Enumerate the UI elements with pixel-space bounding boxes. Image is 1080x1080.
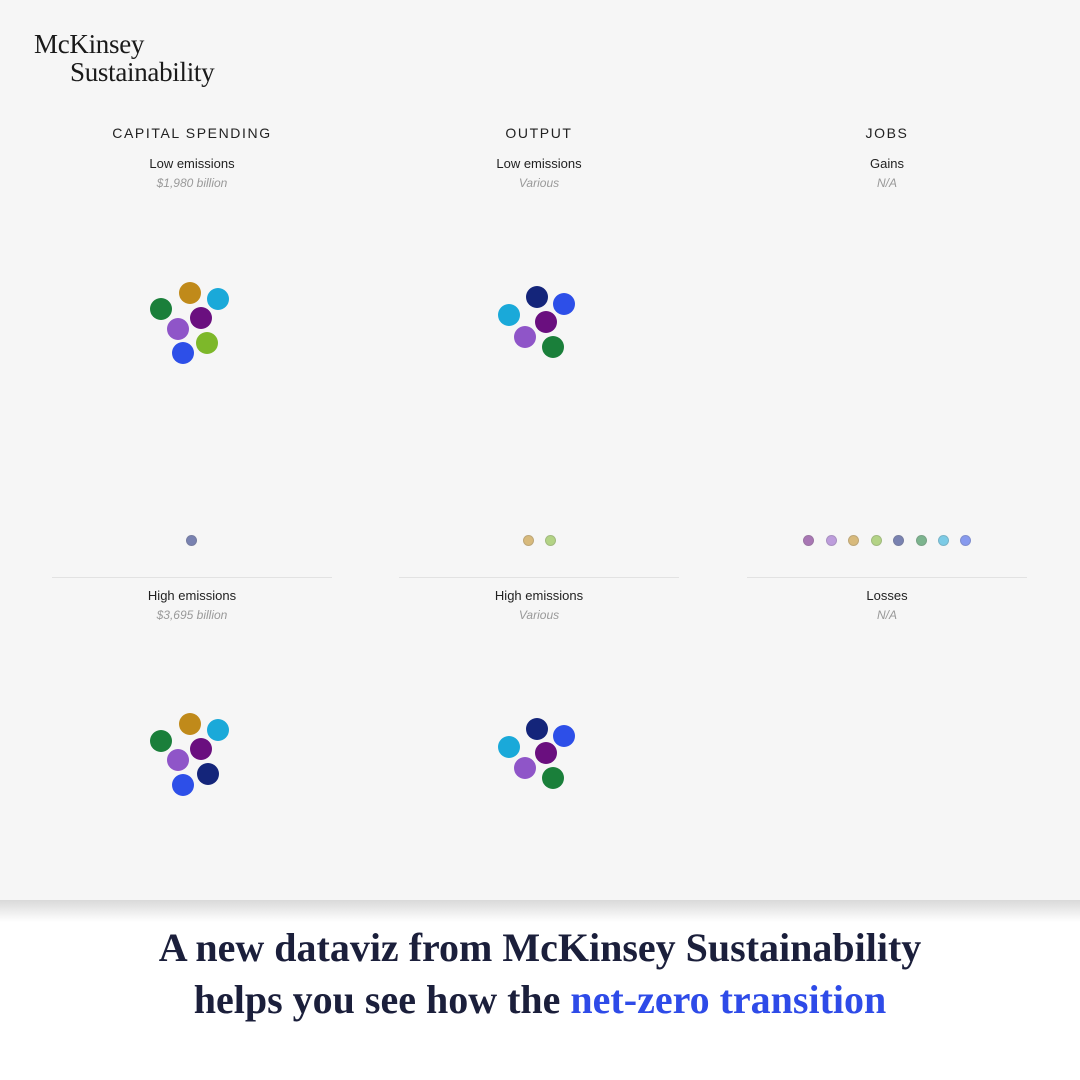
capital-low-bubble: [150, 298, 172, 320]
capital-low-bubble: [172, 342, 194, 364]
jobs-mini-dot: [959, 534, 971, 546]
capital-high-bubble: [190, 738, 212, 760]
brand-logo: McKinsey Sustainability: [34, 29, 215, 87]
capital-high-bubble: [179, 713, 201, 735]
jobs-mini-dot: [937, 534, 949, 546]
capital-spending-header: CAPITAL SPENDING: [112, 125, 272, 141]
capital-low-label: Low emissions: [149, 156, 235, 171]
capital-divider: [52, 577, 332, 578]
capital-low-bubble: [207, 288, 229, 310]
jobs-mini-dot: [847, 534, 859, 546]
output-high-bubble: [542, 767, 564, 789]
output-low-value: Various: [518, 176, 560, 190]
jobs-header: JOBS: [865, 125, 909, 141]
output-mini-dot: [522, 534, 534, 546]
jobs-mini-dot: [870, 534, 882, 546]
capital-mini-dot: [185, 534, 197, 546]
caption-line-2: helps you see how the net-zero transitio…: [0, 974, 1080, 1026]
jobs-losses-label: Losses: [866, 588, 908, 603]
output-low-bubble: [526, 286, 548, 308]
output-high-bubble: [535, 742, 557, 764]
output-mini-dot: [544, 534, 556, 546]
output-divider: [399, 577, 679, 578]
output-low-label: Low emissions: [496, 156, 582, 171]
output-low-bubble: [542, 336, 564, 358]
brand-line-2: Sustainability: [70, 57, 215, 87]
output-low-bubble: [553, 293, 575, 315]
capital-high-value: $3,695 billion: [156, 608, 228, 622]
output-high-label: High emissions: [494, 588, 584, 603]
output-high-bubble: [498, 736, 520, 758]
caption-separator: [0, 900, 1080, 922]
jobs-losses-value: N/A: [876, 608, 897, 622]
output-low-bubble: [498, 304, 520, 326]
capital-high-bubble: [150, 730, 172, 752]
jobs-divider: [747, 577, 1027, 578]
jobs-mini-dot: [825, 534, 837, 546]
caption-line-2-prefix: helps you see how the: [193, 977, 571, 1022]
output-low-bubble: [535, 311, 557, 333]
jobs-gains-value: N/A: [876, 176, 897, 190]
capital-low-bubble: [179, 282, 201, 304]
output-header: OUTPUT: [505, 125, 573, 141]
capital-high-bubble: [207, 719, 229, 741]
jobs-mini-dot: [915, 534, 927, 546]
caption-highlight: net-zero transition: [570, 977, 887, 1022]
output-high-bubble: [553, 725, 575, 747]
caption-line-1: A new dataviz from McKinsey Sustainabili…: [158, 925, 922, 970]
capital-high-label: High emissions: [147, 588, 237, 603]
jobs-mini-dot: [802, 534, 814, 546]
capital-high-bubble: [197, 763, 219, 785]
jobs-gains-label: Gains: [870, 156, 904, 171]
brand-line-1: McKinsey: [34, 29, 145, 59]
capital-low-bubble: [190, 307, 212, 329]
capital-high-bubble: [172, 774, 194, 796]
output-high-value: Various: [518, 608, 560, 622]
capital-high-bubble: [167, 749, 189, 771]
caption: A new dataviz from McKinsey Sustainabili…: [0, 922, 1080, 1026]
output-low-bubble: [514, 326, 536, 348]
jobs-mini-dot: [892, 534, 904, 546]
output-high-bubble: [526, 718, 548, 740]
capital-low-bubble: [196, 332, 218, 354]
output-high-bubble: [514, 757, 536, 779]
capital-low-value: $1,980 billion: [156, 176, 228, 190]
capital-low-bubble: [167, 318, 189, 340]
